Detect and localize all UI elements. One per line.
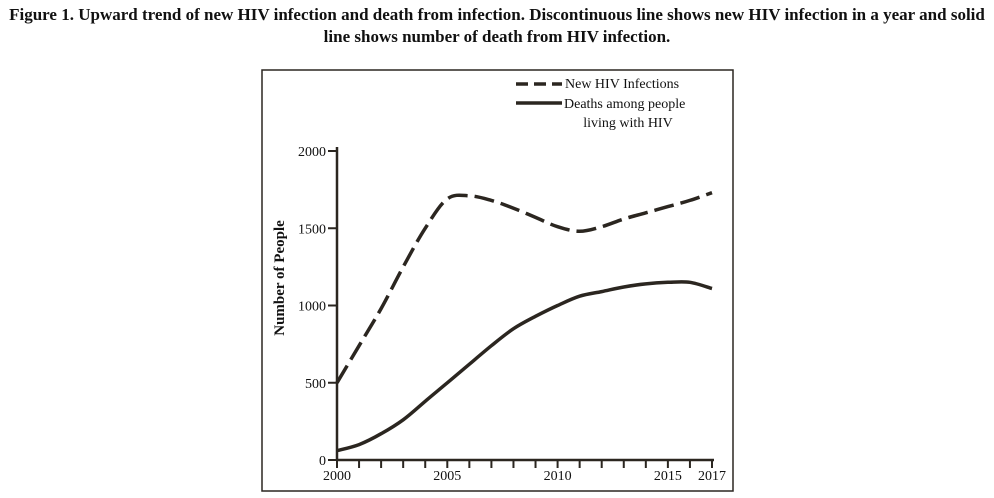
series-line-new-infections	[335, 191, 713, 384]
x-tick-label-2010: 2010	[544, 469, 572, 484]
y-tick-label-500: 500	[305, 377, 326, 392]
y-axis-label: Number of People	[272, 220, 288, 336]
legend-label-new-infections: New HIV Infections	[565, 77, 679, 92]
y-tick-label-1500: 1500	[298, 222, 326, 237]
figure-caption: Figure 1. Upward trend of new HIV infect…	[0, 4, 994, 48]
x-tick-label-2005: 2005	[433, 469, 461, 484]
y-tick-label-2000: 2000	[298, 145, 326, 160]
y-tick-label-1000: 1000	[298, 300, 326, 315]
x-tick-label-2015: 2015	[654, 469, 682, 484]
figure-caption-text: Upward trend of new HIV infection and de…	[78, 5, 985, 46]
axes: 0 500 1000 1500 2000 2000 2005 2010 2015 2017	[298, 145, 726, 484]
legend-label-deaths-line2: living with HIV	[583, 116, 672, 131]
chart-frame	[261, 69, 734, 492]
series-line-deaths	[336, 280, 713, 453]
legend: New HIV Infections Deaths among people liv…	[516, 77, 685, 131]
x-tick-label-2017: 2017	[698, 469, 726, 484]
y-tick-label-0: 0	[319, 454, 326, 469]
series-layer	[335, 191, 713, 453]
figure-label: Figure 1.	[9, 5, 74, 24]
x-tick-label-2000: 2000	[323, 469, 351, 484]
legend-label-deaths-line1: Deaths among people	[564, 97, 685, 112]
